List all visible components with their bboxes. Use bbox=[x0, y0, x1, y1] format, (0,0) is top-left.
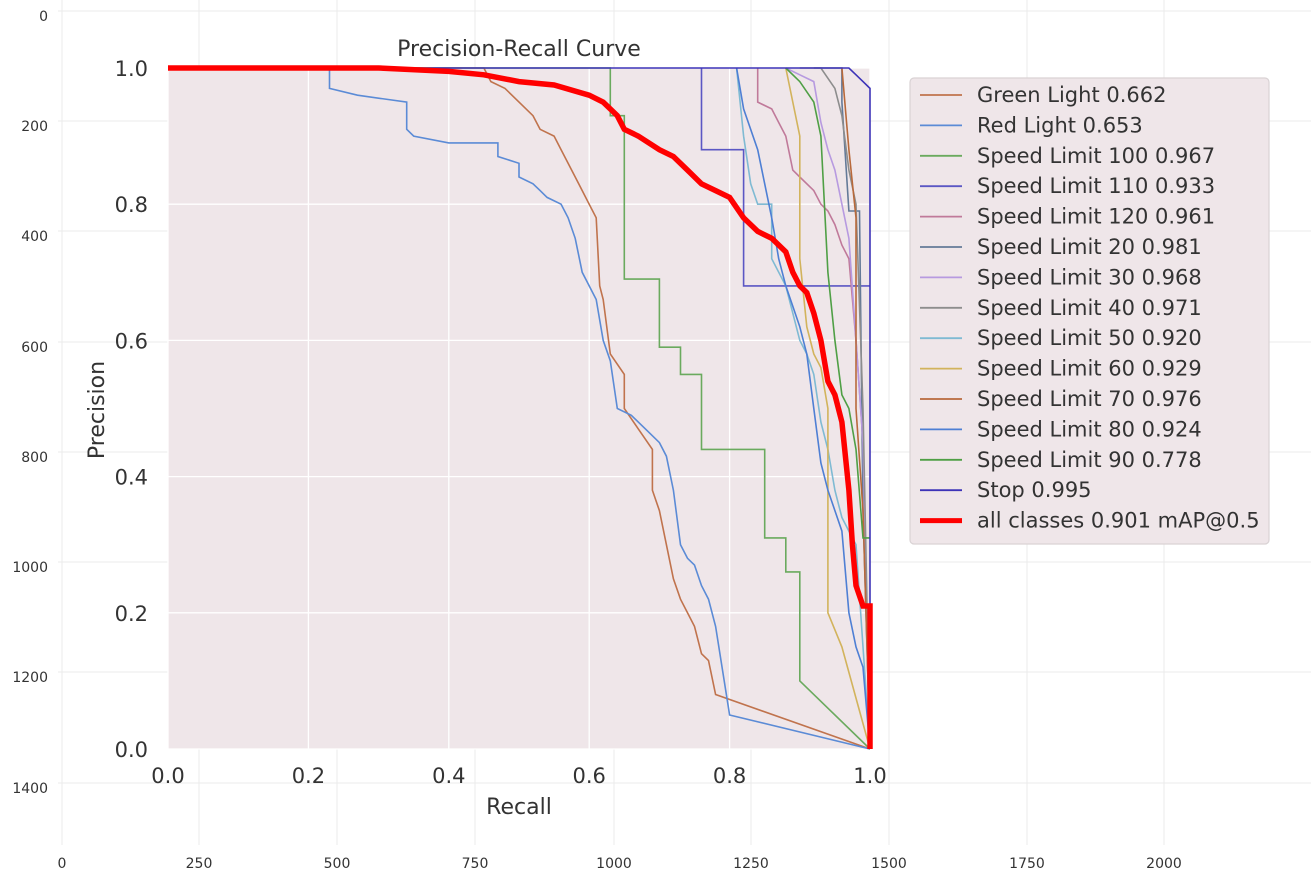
bg-y-tick-label: 1000 bbox=[12, 560, 48, 576]
bg-x-tick-label: 1750 bbox=[1009, 856, 1045, 872]
y-tick-label: 0.4 bbox=[115, 466, 148, 490]
legend-entry: Speed Limit 40 0.971 bbox=[977, 296, 1202, 320]
x-tick-label: 0.6 bbox=[572, 764, 605, 788]
y-tick-label: 0.0 bbox=[115, 738, 148, 762]
legend-entry: Speed Limit 50 0.920 bbox=[977, 326, 1202, 350]
legend-entry: Red Light 0.653 bbox=[977, 113, 1143, 137]
legend-entry: Speed Limit 80 0.924 bbox=[977, 417, 1202, 441]
series-line-speed-limit-90-0-778 bbox=[785, 67, 870, 539]
bg-y-tick-label: 1200 bbox=[12, 670, 48, 686]
bg-y-tick-label: 400 bbox=[21, 229, 48, 245]
legend-entry: Speed Limit 60 0.929 bbox=[977, 357, 1202, 381]
series-line-speed-limit-40-0-971 bbox=[799, 67, 871, 750]
legend-entry: Green Light 0.662 bbox=[977, 83, 1166, 107]
x-tick-label: 0.2 bbox=[292, 764, 325, 788]
bg-x-tick-label: 1000 bbox=[596, 856, 632, 872]
bg-y-tick-label: 200 bbox=[21, 119, 48, 135]
x-axis-label: Recall bbox=[486, 795, 552, 820]
plot-area bbox=[168, 68, 870, 749]
series-line-speed-limit-70-0-976 bbox=[841, 67, 871, 750]
bg-x-tick-label: 0 bbox=[58, 856, 67, 872]
series-line-red-light-0-653 bbox=[168, 67, 871, 750]
legend-entry: all classes 0.901 mAP@0.5 bbox=[977, 509, 1260, 533]
series-line-all-classes-0-901-map-0-5 bbox=[168, 65, 873, 749]
legend-entry: Speed Limit 100 0.967 bbox=[977, 144, 1215, 168]
x-tick-label: 0.4 bbox=[432, 764, 465, 788]
bg-y-tick-label: 600 bbox=[21, 340, 48, 356]
legend-entry: Speed Limit 30 0.968 bbox=[977, 265, 1202, 289]
bg-y-tick-label: 0 bbox=[39, 9, 48, 25]
bg-x-tick-label: 250 bbox=[186, 856, 213, 872]
series-line-speed-limit-80-0-924 bbox=[735, 67, 871, 750]
legend-entry: Speed Limit 20 0.981 bbox=[977, 235, 1202, 259]
x-tick-label: 0.8 bbox=[713, 764, 746, 788]
legend-entry: Speed Limit 120 0.961 bbox=[977, 205, 1215, 229]
legend: Green Light 0.662 Red Light 0.653 Speed Li… bbox=[909, 77, 1270, 545]
tick-labels: 0.0 0.2 0.4 0.6 0.8 1.0 0.0 0.2 0.4 0.6 0.8 1.0 bbox=[115, 57, 887, 788]
series-line-speed-limit-30-0-968 bbox=[785, 67, 871, 750]
bg-y-tick-label: 1400 bbox=[12, 781, 48, 797]
series-line-stop-0-995 bbox=[168, 67, 871, 749]
bg-x-tick-label: 2000 bbox=[1146, 856, 1182, 872]
y-tick-label: 1.0 bbox=[115, 57, 148, 81]
legend-box bbox=[909, 77, 1270, 545]
legend-entry: Speed Limit 70 0.976 bbox=[977, 387, 1202, 411]
series-line-speed-limit-50-0-920 bbox=[735, 67, 871, 750]
bg-y-tick-label: 800 bbox=[21, 450, 48, 466]
bg-x-tick-label: 1250 bbox=[733, 856, 769, 872]
x-tick-label: 1.0 bbox=[853, 764, 886, 788]
bg-x-tick-label: 1500 bbox=[871, 856, 907, 872]
series-line-green-light-0-662 bbox=[168, 67, 871, 750]
y-tick-label: 0.6 bbox=[115, 329, 148, 353]
bg-x-tick-label: 500 bbox=[324, 856, 351, 872]
series-line-speed-limit-100-0-967 bbox=[168, 67, 871, 750]
legend-entry: Stop 0.995 bbox=[977, 478, 1092, 502]
bg-x-tick-label: 750 bbox=[462, 856, 489, 872]
chart-title: Precision-Recall Curve bbox=[397, 37, 641, 62]
x-tick-label: 0.0 bbox=[151, 764, 184, 788]
series-line-speed-limit-60-0-929 bbox=[785, 67, 871, 750]
y-tick-label: 0.2 bbox=[115, 602, 148, 626]
y-axis-label: Precision bbox=[85, 361, 110, 459]
legend-entry: Speed Limit 90 0.778 bbox=[977, 448, 1202, 472]
y-tick-label: 0.8 bbox=[115, 193, 148, 217]
legend-entry: Speed Limit 110 0.933 bbox=[977, 174, 1215, 198]
series-layer bbox=[168, 65, 873, 750]
